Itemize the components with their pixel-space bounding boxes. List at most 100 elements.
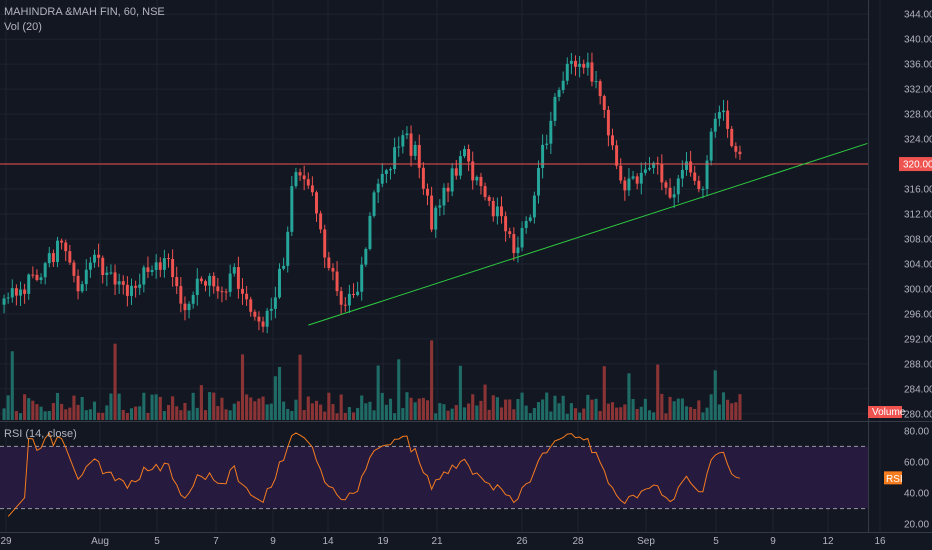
candle-body [532,195,536,218]
volume-bar [220,397,224,420]
volume-bar [269,403,273,420]
volume-bar [109,393,113,420]
candle-body [208,275,212,286]
volume-bar [512,409,516,420]
volume-bar [228,410,232,420]
volume-bar [639,406,643,420]
price-tick-label: 292.00 [904,334,932,345]
candle-body [426,188,429,196]
candle-body [323,229,327,258]
time-tick-label: 21 [431,536,443,547]
volume-bar [335,413,339,420]
volume-bar [195,407,199,420]
volume-bar [631,399,635,420]
candle-body [134,285,138,288]
volume-bar [627,373,631,420]
volume-bar [138,406,142,420]
volume-bar [442,404,446,420]
volume-bar [388,398,393,420]
candle-body [60,240,64,243]
volume-bar [327,392,331,420]
volume-bar [561,395,565,420]
volume-bar [623,404,627,420]
volume-bar [664,413,668,420]
volume-bar [162,410,166,420]
volume-bar [372,410,376,420]
time-axis[interactable]: 29 Aug 5 7 9 14 19 21 26 28 Sep 5 9 12 16 [0,536,886,547]
candle-body [51,253,55,263]
volume-bar [647,410,652,420]
volume-bar [273,376,277,420]
candle-body [586,62,590,68]
candle-body [450,168,454,192]
volume-bar [462,407,467,420]
price-lines [0,142,868,326]
volume-bar [343,412,347,420]
volume-bar [520,392,524,420]
candle-body [224,291,228,293]
candle-body [389,169,392,171]
price-tick-label: 328.00 [904,110,932,121]
volume-bar [323,411,327,420]
volume-bar [471,394,475,420]
candle-body [446,187,450,192]
candle-body [236,267,240,289]
volume-bar [680,398,684,420]
candle-body [520,228,524,248]
volume-bar [265,404,269,420]
candle-body [10,288,14,298]
candle-body [245,293,249,300]
candle-body [467,149,471,162]
candle-body [475,176,479,181]
volume-bar [405,392,409,420]
candle-body [479,176,483,187]
candle-body [458,156,462,176]
candle-body [524,220,528,229]
volume-bar [261,396,265,420]
volume-bar [253,401,257,420]
candle-body [705,160,709,190]
candle-body [302,175,306,180]
candle-body [516,247,520,254]
candle-body [541,144,545,168]
volume-bar [693,408,697,420]
candle-body [635,176,639,184]
candle-body [421,167,425,189]
volume-bar [175,406,179,420]
rsi-indicator-label[interactable]: RSI (14, close) [4,428,77,440]
candle-body [249,299,253,312]
price-badge-label: 320.00 [903,160,932,171]
volume-bar [142,392,146,420]
volume-bar [586,394,590,420]
candle-body [578,63,582,67]
volume-indicator-label[interactable]: Vol (20) [4,21,42,33]
candle-body [138,284,142,288]
candle-body [545,143,549,145]
volume-bar [72,395,76,420]
volume-bar [88,409,92,420]
candle-body [722,110,725,113]
candle-body [672,194,676,198]
volume-bar [504,399,508,420]
candle-body [146,267,150,272]
volume-bar [425,400,430,420]
volume-bar [676,398,680,420]
volume-bar [319,404,323,420]
candle-body [643,169,647,173]
volume-bar [347,407,351,420]
volume-bar [717,404,721,420]
volume-bar [656,364,660,420]
volume-bar [51,403,55,420]
candle-body [76,275,80,292]
volume-bar [134,406,138,420]
volume-bar [393,413,397,420]
volume-bar [80,396,84,420]
volume-bar [450,408,454,420]
volume-bar [187,410,191,420]
volume-bar [294,399,298,420]
candle-body [282,265,286,269]
rsi-tick-label: 80.00 [904,426,929,437]
volume-bar [709,394,713,420]
candle-body [730,128,734,147]
